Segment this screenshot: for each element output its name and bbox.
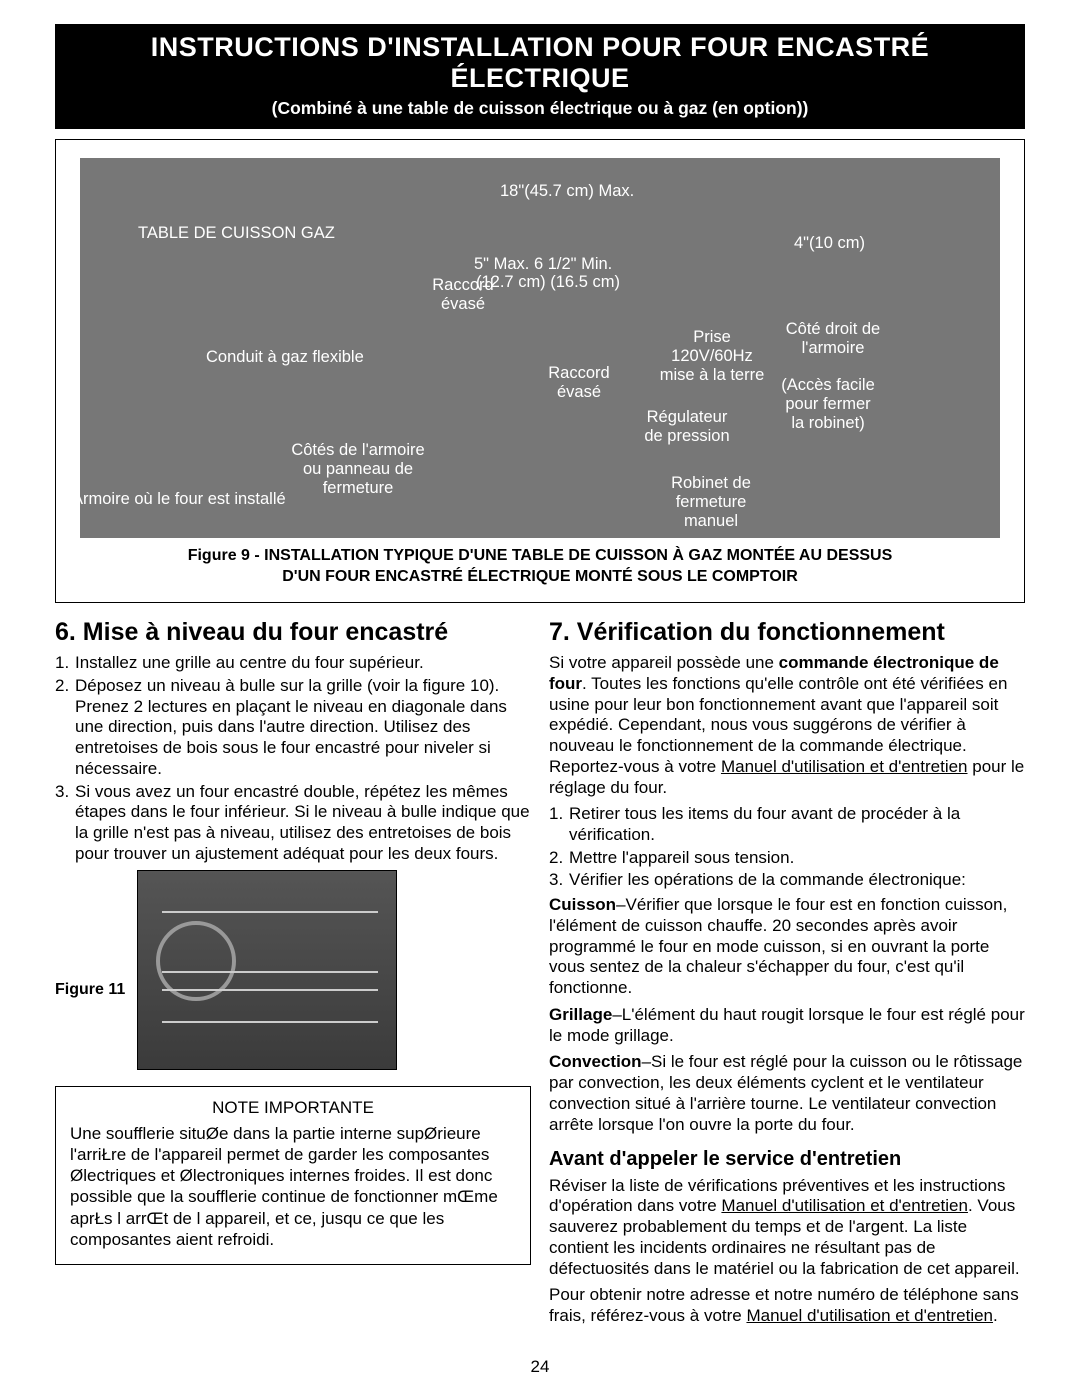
cabinet-sides-label: Côtés de l'armoire ou panneau de fermetu… [268,441,448,498]
figure-9-caption: Figure 9 - INSTALLATION TYPIQUE D'UNE TA… [76,546,1004,588]
cuisson-para: Cuisson–Vérifier que lorsque le four est… [549,895,1025,999]
section-7-steps: 1.Retirer tous les items du four avant d… [549,804,1025,891]
figure-11-label: Figure 11 [55,870,137,1000]
list-item: 1.Installez une grille au centre du four… [55,653,531,674]
dim-top: 18"(45.7 cm) Max. [500,182,634,201]
right-side-label: Côté droit de l'armoire [768,320,898,358]
regulator-label: Régulateur de pression [632,408,742,446]
list-item: 2.Déposez un niveau à bulle sur la grill… [55,676,531,780]
content-columns: 6. Mise à niveau du four encastré 1.Inst… [55,617,1025,1333]
cooktop-label: TABLE DE CUISSON GAZ [138,224,335,243]
section-6-list: 1.Installez une grille au centre du four… [55,653,531,864]
contact-para: Pour obtenir notre adresse et notre numé… [549,1285,1025,1326]
dim-right: 4"(10 cm) [794,234,865,253]
before-service-heading: Avant d'appeler le service d'entretien [549,1147,1025,1171]
left-column: 6. Mise à niveau du four encastré 1.Inst… [55,617,531,1333]
list-item: 1.Retirer tous les items du four avant d… [549,804,1025,845]
note-body: Une soufflerie situØe dans la partie int… [70,1123,516,1251]
list-item: 2.Mettre l'appareil sous tension. [549,848,1025,869]
section-6-heading: 6. Mise à niveau du four encastré [55,617,531,648]
spec-1: 5" Max. 6 1/2" Min. [474,255,612,274]
flex-conduit: Conduit à gaz flexible [206,348,364,367]
list-item: 3.Vérifier les opérations de la commande… [549,870,1025,891]
flare-2: Raccord évasé [544,364,614,402]
before-service-para: Réviser la liste de vérifications préven… [549,1176,1025,1280]
figure-9-box: 18"(45.7 cm) Max. TABLE DE CUISSON GAZ 4… [55,139,1025,603]
cabinet-label: Armoire où le four est installé [72,490,286,509]
page-number: 24 [0,1357,1080,1377]
important-note-box: NOTE IMPORTANTE Une soufflerie situØe da… [55,1086,531,1265]
valve-label: Robinet de fermeture manuel [656,474,766,531]
outlet-label: Prise 120V/60Hz mise à la terre [652,328,772,385]
right-column: 7. Vérification du fonctionnement Si vot… [549,617,1025,1333]
grillage-para: Grillage–L'élément du haut rougit lorsqu… [549,1005,1025,1046]
figure-11: Figure 11 [55,870,531,1070]
figure-11-image [137,870,397,1070]
section-7-intro: Si votre appareil possède une commande é… [549,653,1025,798]
page-subtitle: (Combiné à une table de cuisson électriq… [65,98,1015,119]
title-bar: INSTRUCTIONS D'INSTALLATION POUR FOUR EN… [55,24,1025,129]
access-label: (Accès facile pour fermer la robinet) [758,376,898,433]
figure-9-diagram: 18"(45.7 cm) Max. TABLE DE CUISSON GAZ 4… [80,158,1000,538]
note-title: NOTE IMPORTANTE [70,1097,516,1118]
section-7-heading: 7. Vérification du fonctionnement [549,617,1025,648]
list-item: 3.Si vous avez un four encastré double, … [55,782,531,865]
convection-para: Convection–Si le four est réglé pour la … [549,1052,1025,1135]
page-title: INSTRUCTIONS D'INSTALLATION POUR FOUR EN… [65,32,1015,94]
flare-1: Raccord évasé [428,276,498,314]
